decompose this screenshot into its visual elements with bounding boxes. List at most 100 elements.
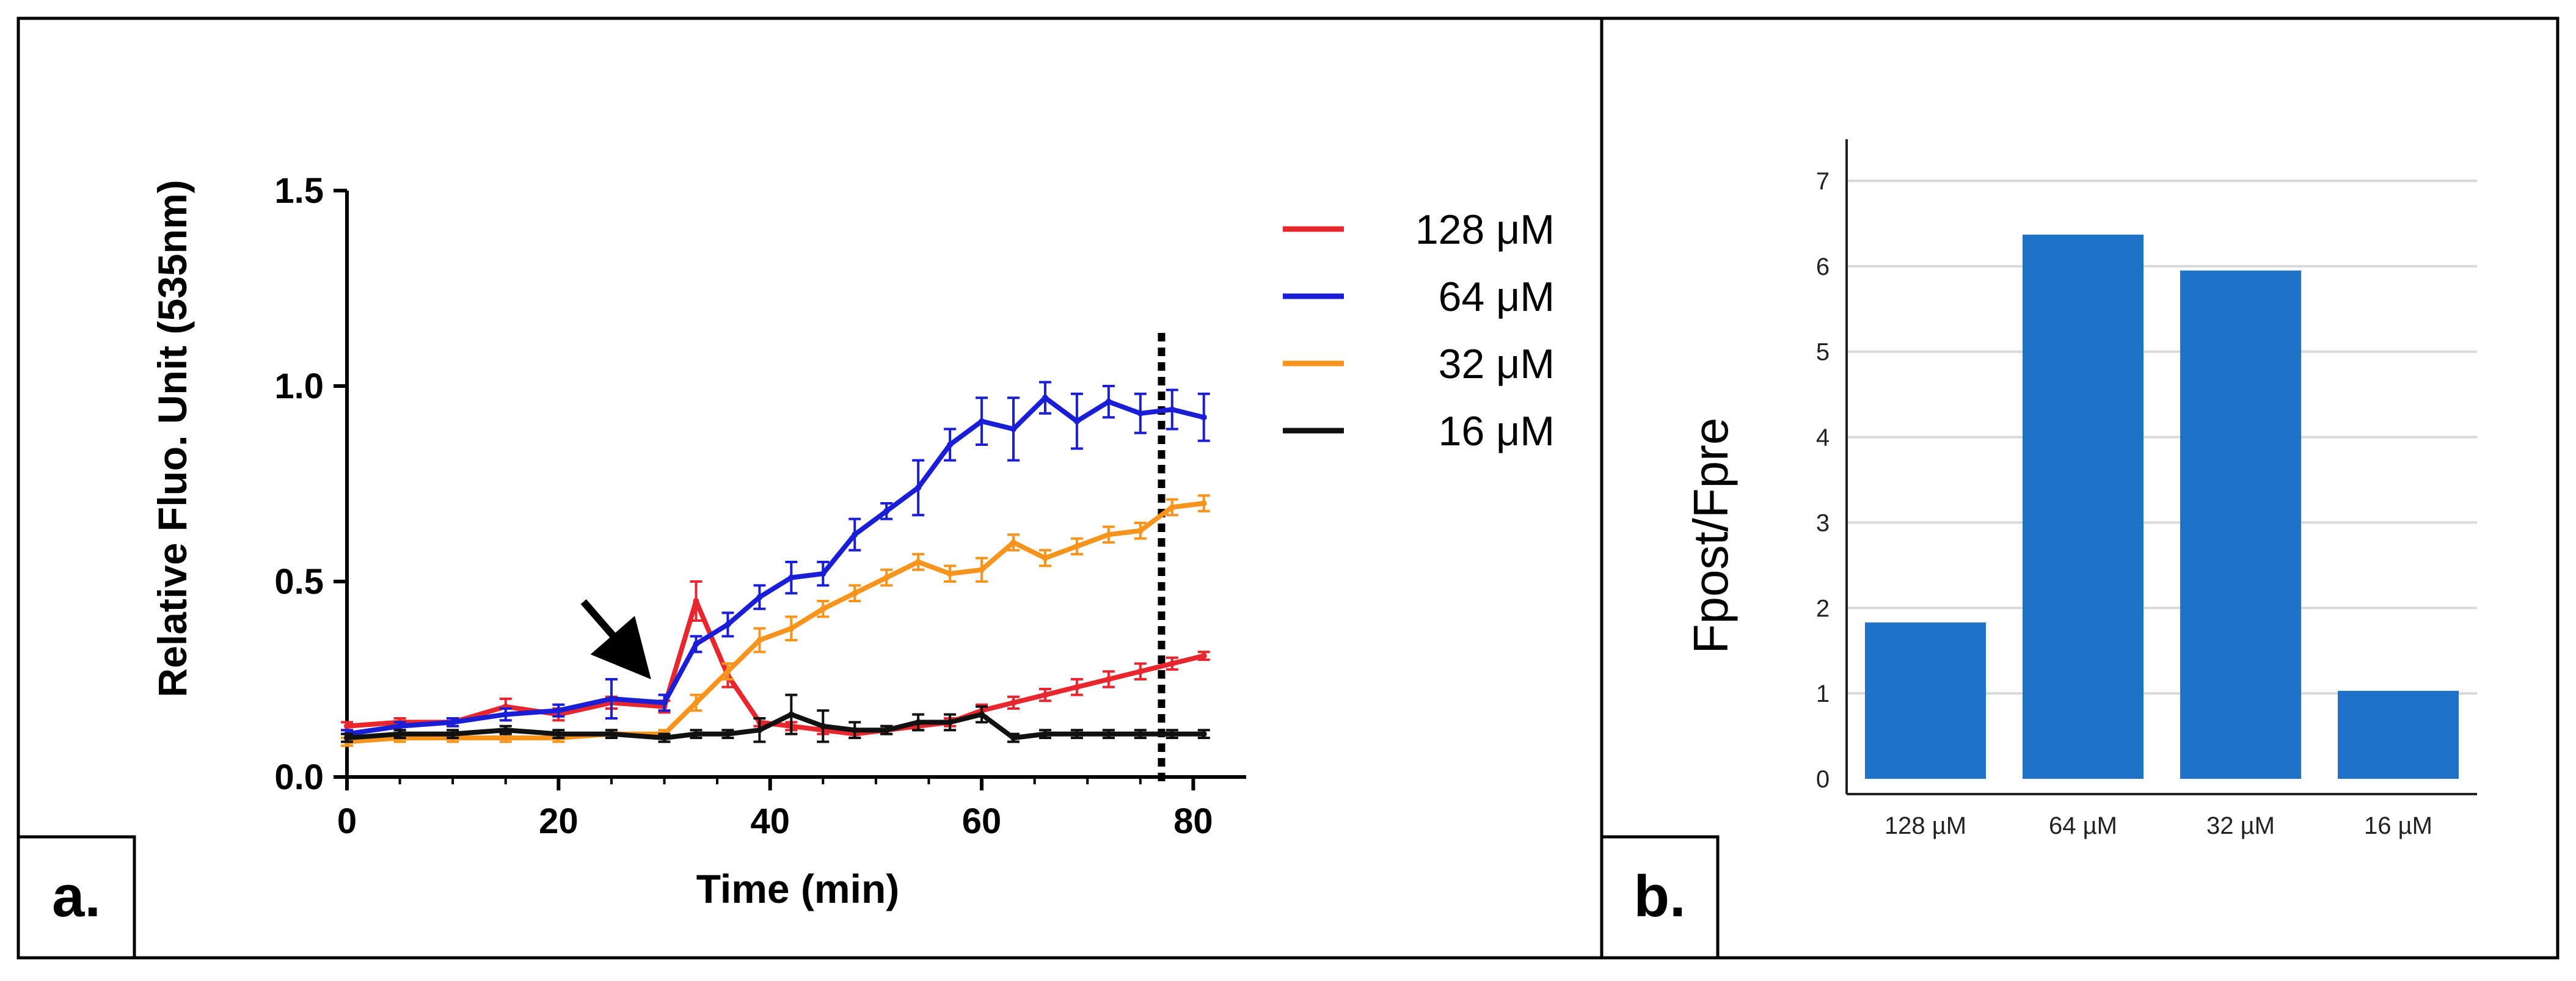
line-chart-annotations: [580, 333, 1166, 783]
panel-a-frame: [16, 16, 1604, 960]
x-tick-label: 20: [539, 801, 578, 841]
series-line: [346, 599, 1205, 737]
y-tick-label: 5: [1816, 339, 1830, 366]
data-point: [756, 594, 763, 600]
data-point: [1200, 731, 1207, 737]
data-point: [661, 735, 668, 741]
y-tick-label: 2: [1816, 595, 1830, 622]
data-point: [396, 723, 403, 729]
y-tick-label: 0.0: [274, 757, 324, 797]
data-point: [788, 574, 795, 581]
data-point: [1073, 684, 1080, 690]
line-chart-x-axis-title: Time (min): [696, 866, 899, 911]
y-tick-label: 4: [1816, 425, 1830, 451]
arrow-annotation: [580, 599, 651, 680]
data-point: [1169, 731, 1175, 737]
series-line: [346, 395, 1205, 737]
series-16-m: [341, 693, 1210, 743]
x-tick-label: 80: [1173, 801, 1213, 841]
data-point: [979, 566, 985, 573]
data-point: [979, 711, 985, 718]
data-point: [724, 731, 731, 737]
data-point: [1042, 555, 1048, 561]
data-point: [1200, 414, 1207, 421]
data-point: [1042, 395, 1048, 401]
data-point: [661, 699, 668, 706]
data-point: [1010, 699, 1017, 706]
data-point: [1042, 691, 1048, 698]
y-tick-label: 1.0: [274, 367, 324, 406]
data-point: [852, 531, 858, 538]
data-point: [756, 637, 763, 643]
legend-label-128-m: 128 μM: [1415, 206, 1555, 253]
x-tick-label: 16 µM: [2364, 812, 2432, 839]
panel-b-frame: [1600, 16, 2560, 960]
y-tick-label: 6: [1816, 253, 1830, 280]
y-tick-label: 3: [1816, 509, 1830, 536]
bar-16-m: [2338, 690, 2459, 779]
panel-a-label: a.: [52, 864, 101, 929]
data-point: [1010, 426, 1017, 432]
y-tick-label: 0: [1816, 766, 1830, 793]
data-point: [555, 731, 562, 737]
legend-label-64-m: 64 μM: [1439, 274, 1555, 320]
series-line: [346, 712, 1204, 740]
data-point: [555, 707, 562, 714]
data-point: [1137, 668, 1144, 675]
series-line: [346, 501, 1205, 745]
line-chart-legend: 128 μM 64 μM 32 μM 16 μM: [1283, 206, 1555, 454]
data-point: [693, 731, 699, 737]
data-point: [915, 559, 922, 565]
data-point: [1169, 504, 1175, 511]
x-tick-label: 0: [337, 801, 357, 841]
x-tick-label: 40: [750, 801, 790, 841]
panel-b-label: b.: [1633, 864, 1685, 929]
data-point: [788, 711, 795, 718]
data-point: [915, 719, 922, 726]
data-point: [608, 696, 615, 702]
data-point: [450, 731, 456, 737]
line-chart-ticks: 0 20 40 60 80 0.0 0.5 1.0 1.5: [274, 171, 1213, 841]
data-point: [344, 735, 350, 741]
data-point: [1073, 543, 1080, 550]
legend-label-32-m: 32 μM: [1439, 341, 1555, 387]
data-point: [820, 605, 826, 612]
data-point: [979, 418, 985, 425]
line-chart-series: [341, 381, 1210, 747]
data-point: [1105, 398, 1112, 405]
data-point: [1137, 527, 1144, 534]
bar-chart-bars: [1865, 235, 2459, 779]
data-point: [344, 723, 350, 729]
data-point: [1010, 539, 1017, 545]
panel-b-label-box: [1600, 835, 1720, 960]
data-point: [947, 442, 954, 448]
bar-chart-gridlines: [1847, 180, 2477, 695]
legend-label-16-m: 16 μM: [1439, 408, 1555, 454]
data-point: [852, 727, 858, 734]
data-point: [947, 571, 954, 577]
y-tick-label: 1: [1816, 680, 1830, 707]
data-point: [1105, 731, 1112, 737]
series-32-m: [341, 494, 1210, 747]
data-point: [693, 699, 699, 706]
data-point: [693, 598, 699, 604]
data-point: [915, 484, 922, 491]
data-point: [1137, 410, 1144, 417]
data-point: [1200, 500, 1207, 506]
x-tick-label: 32 µM: [2206, 812, 2275, 839]
data-point: [852, 590, 858, 597]
y-tick-label: 7: [1816, 168, 1830, 195]
x-tick-label: 64 µM: [2049, 812, 2117, 839]
bar-128-m: [1865, 622, 1986, 779]
data-point: [1010, 735, 1017, 741]
data-point: [724, 668, 731, 675]
data-point: [502, 735, 509, 741]
bar-32-m: [2180, 270, 2301, 779]
bar-chart: 0 1 2 3 4 5 6 7 128 µM 64 µM 32 µM 16 µM Fpost/Fpre: [1684, 139, 2477, 839]
data-point: [820, 723, 826, 729]
x-tick-label: 60: [962, 801, 1002, 841]
line-chart-axes: [345, 191, 1246, 779]
x-tick-label: 128 µM: [1885, 812, 1966, 839]
panel-a-label-box: [16, 835, 136, 960]
